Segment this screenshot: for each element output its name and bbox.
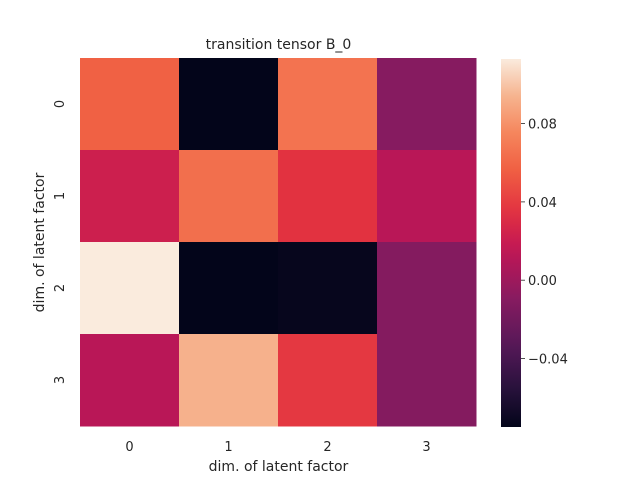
x-tick-label: 0: [125, 440, 133, 455]
heatmap-cell: [278, 242, 378, 335]
x-tick-label: 1: [224, 440, 232, 455]
heatmap-cell: [80, 242, 180, 335]
heatmap-cells: [80, 58, 477, 427]
heatmap-cell: [80, 150, 180, 243]
x-axis-label: dim. of latent factor: [209, 459, 349, 475]
y-tick-label: 0: [53, 100, 68, 108]
colorbar-ticks: −0.04 0.00 0.04 0.08: [521, 118, 568, 367]
heatmap-cell: [179, 58, 279, 151]
heatmap-cell: [179, 242, 279, 335]
heatmap-cell: [179, 334, 279, 427]
heatmap-cell: [80, 58, 180, 151]
heatmap-cell: [377, 242, 477, 335]
colorbar: [501, 59, 521, 427]
y-axis-ticks: 0 1 2 3: [53, 100, 68, 384]
y-tick-label: 3: [53, 376, 68, 384]
colorbar-tick-label: 0.00: [528, 274, 557, 289]
x-tick-label: 3: [422, 440, 430, 455]
x-axis-ticks: 0 1 2 3: [125, 440, 430, 455]
heatmap-cell: [377, 334, 477, 427]
colorbar-tick-label: 0.08: [528, 118, 557, 133]
heatmap-cell: [278, 58, 378, 151]
colorbar-tick-label: −0.04: [528, 352, 568, 367]
y-tick-label: 2: [53, 284, 68, 292]
x-tick-label: 2: [323, 440, 331, 455]
colorbar-tick-label: 0.04: [528, 196, 557, 211]
heatmap-cell: [179, 150, 279, 243]
heatmap-cell: [377, 58, 477, 151]
heatmap-cell: [377, 150, 477, 243]
heatmap-cell: [278, 334, 378, 427]
y-axis-label: dim. of latent factor: [32, 172, 48, 312]
chart-title: transition tensor B_0: [206, 37, 352, 53]
heatmap-cell: [80, 334, 180, 427]
heatmap-cell: [278, 150, 378, 243]
y-tick-label: 1: [53, 192, 68, 200]
